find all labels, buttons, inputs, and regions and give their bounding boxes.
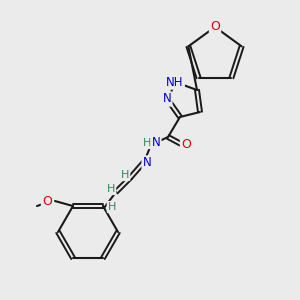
- Text: O: O: [181, 139, 191, 152]
- Text: O: O: [42, 194, 52, 208]
- Text: N: N: [163, 92, 171, 106]
- Text: H: H: [121, 170, 129, 180]
- Text: N: N: [152, 136, 160, 149]
- Text: H: H: [107, 184, 115, 194]
- Text: O: O: [210, 20, 220, 34]
- Text: N: N: [142, 157, 152, 169]
- Text: NH: NH: [166, 76, 184, 88]
- Text: H: H: [143, 138, 151, 148]
- Text: H: H: [108, 202, 116, 212]
